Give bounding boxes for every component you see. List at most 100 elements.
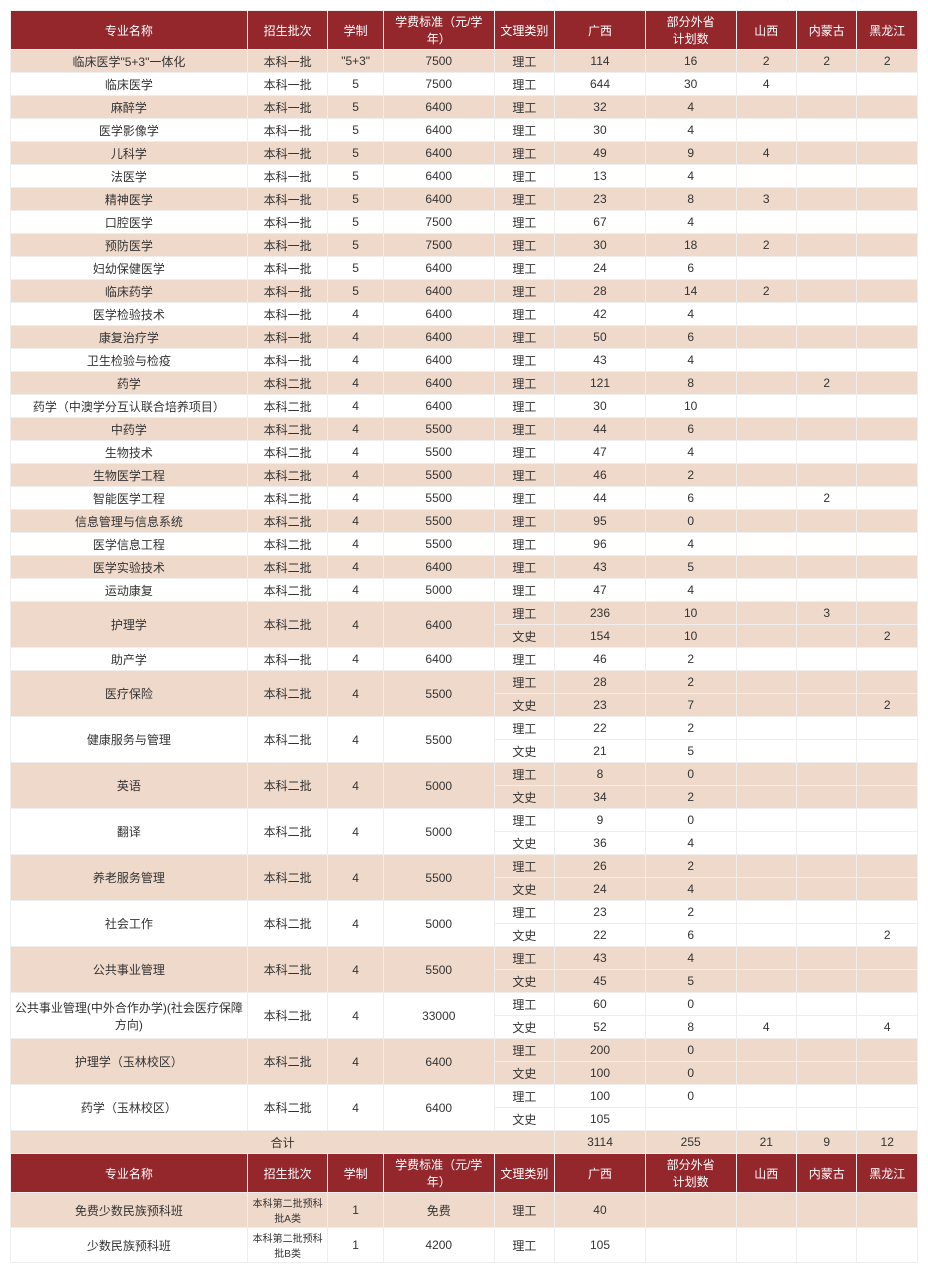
cell: 5500: [383, 418, 494, 441]
col-header: 部分外省计划数: [645, 1154, 736, 1193]
table-row: 临床医学本科一批57500理工644304: [11, 73, 918, 96]
cell: 43: [555, 947, 646, 970]
cell: 理工: [494, 303, 554, 326]
cell: 理工: [494, 993, 554, 1016]
cell: 2: [857, 694, 918, 717]
cell: 4: [328, 763, 383, 809]
col-header: 文理类别: [494, 11, 554, 50]
cell: [736, 878, 796, 901]
cell: [796, 625, 856, 648]
cell: 32: [555, 96, 646, 119]
cell: [736, 1039, 796, 1062]
cell: [796, 1193, 856, 1228]
cell: 理工: [494, 947, 554, 970]
cell: [736, 1228, 796, 1263]
cell: 理工: [494, 763, 554, 786]
cell: 6: [645, 487, 736, 510]
cell: 18: [645, 234, 736, 257]
cell: 卫生检验与检疫: [11, 349, 248, 372]
cell: 理工: [494, 1039, 554, 1062]
cell: 154: [555, 625, 646, 648]
cell: 理工: [494, 671, 554, 694]
cell: 114: [555, 50, 646, 73]
cell: 理工: [494, 234, 554, 257]
cell: [796, 1016, 856, 1039]
cell: [857, 257, 918, 280]
cell: 本科二批: [247, 809, 328, 855]
cell: 本科二批: [247, 487, 328, 510]
total-row: 合计311425521912: [11, 1131, 918, 1154]
cell: [796, 73, 856, 96]
cell: 4: [328, 556, 383, 579]
cell: 理工: [494, 901, 554, 924]
col-header: 黑龙江: [857, 1154, 918, 1193]
table-row: 免费少数民族预科班本科第二批预科批A类1免费理工40: [11, 1193, 918, 1228]
cell: 4: [328, 809, 383, 855]
cell: 7500: [383, 211, 494, 234]
cell: 理工: [494, 257, 554, 280]
cell: 6: [645, 257, 736, 280]
cell: [857, 372, 918, 395]
cell: 文史: [494, 832, 554, 855]
cell: 3: [736, 188, 796, 211]
cell: 理工: [494, 280, 554, 303]
cell: 儿科学: [11, 142, 248, 165]
cell: 6400: [383, 188, 494, 211]
cell: 本科一批: [247, 119, 328, 142]
cell: [736, 740, 796, 763]
cell: [857, 119, 918, 142]
cell: 2: [645, 671, 736, 694]
cell: 12: [857, 1131, 918, 1154]
cell: [796, 280, 856, 303]
cell: [736, 418, 796, 441]
cell: [857, 602, 918, 625]
cell: 5: [328, 165, 383, 188]
cell: [857, 947, 918, 970]
cell: 4: [645, 96, 736, 119]
table-row: 医学信息工程本科二批45500理工964: [11, 533, 918, 556]
cell: 6400: [383, 602, 494, 648]
cell: 精神医学: [11, 188, 248, 211]
table-row: 临床医学"5+3"一体化本科一批"5+3"7500理工11416222: [11, 50, 918, 73]
cell: 0: [645, 763, 736, 786]
col-header: 内蒙古: [796, 1154, 856, 1193]
cell: [736, 487, 796, 510]
cell: 理工: [494, 73, 554, 96]
cell: [736, 1062, 796, 1085]
cell: 4: [328, 579, 383, 602]
cell: 中药学: [11, 418, 248, 441]
cell: 5500: [383, 671, 494, 717]
cell: 5: [328, 73, 383, 96]
cell: 5: [328, 119, 383, 142]
cell: 6400: [383, 326, 494, 349]
cell: 95: [555, 510, 646, 533]
cell: [796, 763, 856, 786]
cell: [796, 924, 856, 947]
cell: 4: [857, 1016, 918, 1039]
cell: 23: [555, 901, 646, 924]
table-row: 康复治疗学本科一批46400理工506: [11, 326, 918, 349]
cell: 2: [857, 924, 918, 947]
cell: [796, 119, 856, 142]
cell: 1: [328, 1228, 383, 1263]
cell: 4: [328, 1039, 383, 1085]
table-header: 专业名称招生批次学制学费标准（元/学年）文理类别广西部分外省计划数山西内蒙古黑龙…: [11, 11, 918, 50]
col-header: 学制: [328, 1154, 383, 1193]
cell: [796, 694, 856, 717]
cell: [796, 993, 856, 1016]
cell: [857, 763, 918, 786]
cell: [796, 786, 856, 809]
cell: 6400: [383, 1085, 494, 1131]
cell: 2: [857, 625, 918, 648]
cell: 理工: [494, 96, 554, 119]
cell: [857, 349, 918, 372]
table-row: 养老服务管理本科二批45500理工262: [11, 855, 918, 878]
cell: 本科一批: [247, 303, 328, 326]
cell: 4: [328, 464, 383, 487]
cell: 5000: [383, 763, 494, 809]
cell: 2: [645, 464, 736, 487]
cell: 2: [645, 855, 736, 878]
cell: 理工: [494, 188, 554, 211]
cell: 4200: [383, 1228, 494, 1263]
cell: 5: [328, 96, 383, 119]
